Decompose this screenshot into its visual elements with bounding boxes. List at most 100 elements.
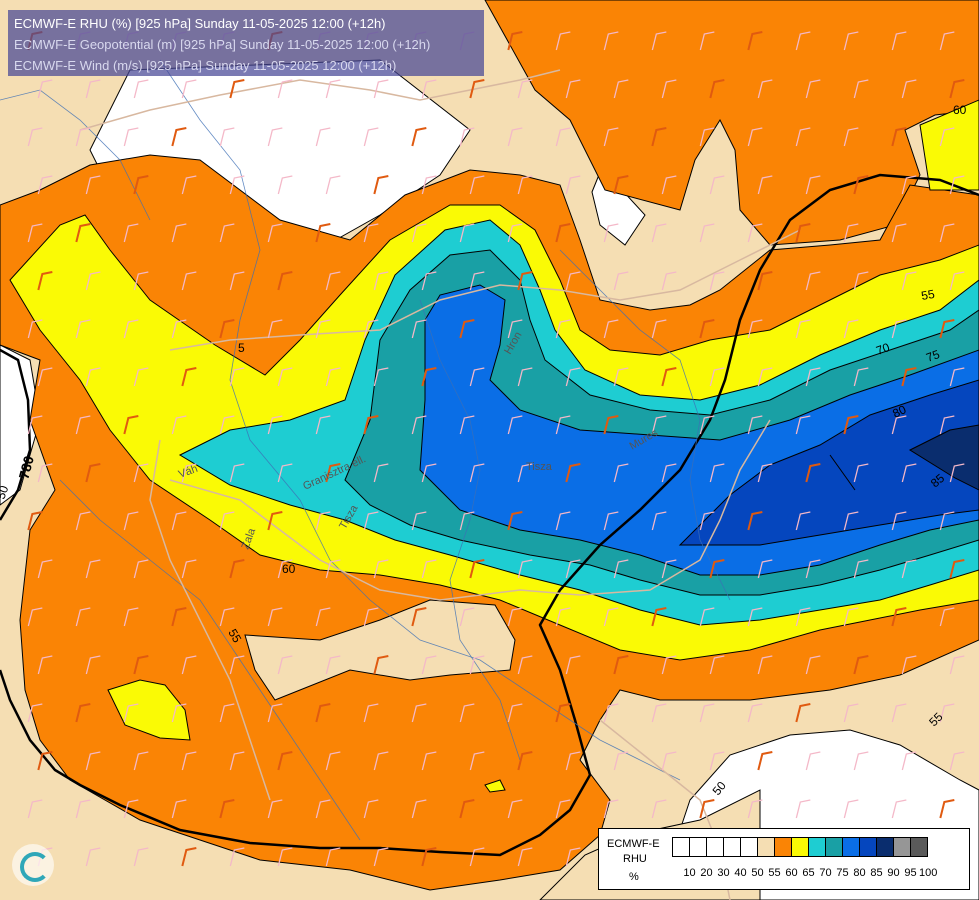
wind-barb-icon <box>805 463 821 483</box>
legend-swatch <box>876 837 894 857</box>
legend-tick-label: 20 <box>700 867 713 879</box>
wind-barb-icon <box>949 655 965 675</box>
wind-barb-icon <box>181 79 197 99</box>
wind-barb-icon <box>315 127 331 147</box>
wind-barb-icon <box>181 463 197 483</box>
rhu-85-inner-notch <box>829 454 856 491</box>
wind-barb-icon <box>517 463 533 483</box>
wind-barb-icon <box>459 127 475 147</box>
wind-barb-icon <box>853 175 869 195</box>
wind-barb-icon <box>171 511 187 531</box>
wind-barb-icon <box>325 847 341 867</box>
wind-barb-icon <box>555 511 571 531</box>
wind-barb-icon <box>939 703 955 723</box>
wind-barb-icon <box>891 799 907 819</box>
wind-barb-icon <box>123 511 139 531</box>
river-line-4 <box>59 479 361 841</box>
legend-swatch <box>808 837 826 857</box>
wind-barb-icon <box>853 751 869 771</box>
border-line-1 <box>79 69 561 131</box>
wind-barb-icon <box>517 271 533 291</box>
wind-barb-icon <box>517 559 533 579</box>
wind-barb-icon <box>565 847 581 867</box>
wind-barb-icon <box>363 127 379 147</box>
wind-barb-icon <box>277 751 293 771</box>
wind-barb-icon <box>219 127 235 147</box>
wind-barb-icon <box>651 799 667 819</box>
wind-barb-icon <box>267 799 283 819</box>
wind-barb-icon <box>843 703 859 723</box>
wind-barb-icon <box>277 271 293 291</box>
wind-barb-icon <box>901 367 917 387</box>
wind-barb-icon <box>133 463 149 483</box>
legend-tick-label: 90 <box>887 867 900 879</box>
wind-barb-icon <box>411 799 427 819</box>
wind-barb-icon <box>459 799 475 819</box>
legend-tick-label: 100 <box>919 867 938 879</box>
contour-label-70: 70 <box>874 340 892 358</box>
wind-barb-icon <box>181 655 197 675</box>
wind-barb-icon <box>699 799 715 819</box>
wind-barb-icon <box>603 127 619 147</box>
wind-barb-icon <box>229 463 245 483</box>
wind-barb-icon <box>843 127 859 147</box>
contour-label-80: 80 <box>890 402 908 420</box>
wind-barb-icon <box>603 703 619 723</box>
wind-barb-icon <box>315 415 331 435</box>
wind-barb-icon <box>469 271 485 291</box>
wind-barb-icon <box>757 175 773 195</box>
wind-barb-icon <box>949 463 965 483</box>
wind-barb-icon <box>651 31 667 51</box>
wind-barb-icon <box>123 127 139 147</box>
wind-barb-icon <box>411 415 427 435</box>
wind-barb-icon <box>469 463 485 483</box>
wind-barb-icon <box>699 127 715 147</box>
wind-barb-icon <box>603 607 619 627</box>
wind-barb-icon <box>661 463 677 483</box>
legend-ticks: 10 20 30 40 50 55 60 65 70 75 80 85 90 95 100 <box>681 867 938 879</box>
legend-swatch <box>842 837 860 857</box>
legend-tick-label: 70 <box>819 867 832 879</box>
wind-barb-icon <box>421 655 437 675</box>
wind-barb-icon <box>229 847 245 867</box>
wind-barb-icon <box>661 175 677 195</box>
wind-barb-icon <box>805 367 821 387</box>
wind-barb-icon <box>843 415 859 435</box>
wind-barb-icon <box>565 367 581 387</box>
wind-barb-icon <box>853 655 869 675</box>
legend-tick-label: 10 <box>683 867 696 879</box>
legend-model: ECMWF-E <box>607 838 660 850</box>
wind-barb-icon <box>37 367 53 387</box>
wind-barb-icon <box>891 415 907 435</box>
wind-barb-icon <box>507 31 523 51</box>
legend-tick-label: 95 <box>904 867 917 879</box>
wind-barb-icon <box>171 703 187 723</box>
wind-barb-icon <box>315 607 331 627</box>
wind-barb-icon <box>805 751 821 771</box>
wind-barb-icon <box>613 559 629 579</box>
wind-barb-icon <box>373 271 389 291</box>
wind-barb-icon <box>421 271 437 291</box>
wind-barb-icon <box>373 847 389 867</box>
wind-barb-icon <box>901 271 917 291</box>
wind-barb-icon <box>901 655 917 675</box>
river-line-5 <box>0 89 151 221</box>
wind-barb-icon <box>123 799 139 819</box>
wind-barb-icon <box>603 799 619 819</box>
legend-swatch <box>859 837 877 857</box>
wind-barb-icon <box>747 223 763 243</box>
wind-barb-icon <box>843 319 859 339</box>
wind-barb-icon <box>507 223 523 243</box>
wind-barb-icon <box>411 511 427 531</box>
wind-barb-icon <box>363 415 379 435</box>
wind-barb-icon <box>709 463 725 483</box>
wind-barb-icon <box>133 175 149 195</box>
wind-barb-icon <box>555 607 571 627</box>
wind-barb-icon <box>373 559 389 579</box>
wind-barb-icon <box>411 319 427 339</box>
wind-barb-icon <box>603 223 619 243</box>
wind-barb-icon <box>661 367 677 387</box>
wind-barb-icon <box>949 271 965 291</box>
wind-barb-icon <box>565 79 581 99</box>
wind-barb-icon <box>901 175 917 195</box>
